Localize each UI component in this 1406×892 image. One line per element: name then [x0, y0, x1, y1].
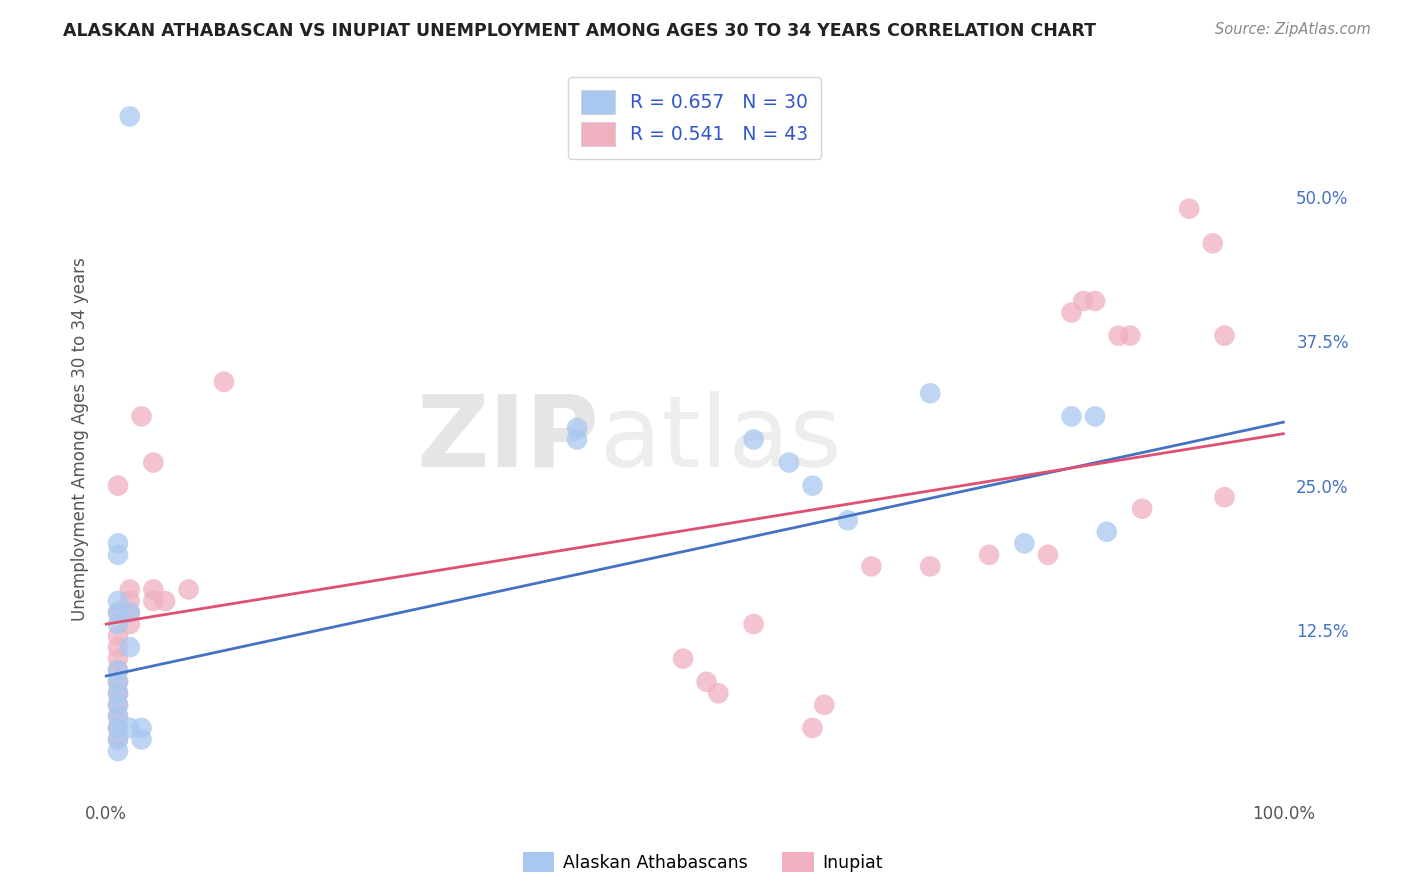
Point — [107, 663, 129, 677]
Point — [565, 421, 588, 435]
Point — [153, 594, 176, 608]
Point — [778, 456, 800, 470]
Legend: R = 0.657   N = 30, R = 0.541   N = 43: R = 0.657 N = 30, R = 0.541 N = 43 — [568, 77, 821, 159]
Point — [118, 582, 141, 597]
Point — [107, 721, 129, 735]
Point — [920, 559, 942, 574]
Point — [107, 732, 129, 747]
Point — [837, 513, 859, 527]
Text: atlas: atlas — [600, 391, 841, 488]
Point — [707, 686, 730, 700]
Point — [118, 606, 141, 620]
Point — [107, 536, 129, 550]
Point — [107, 478, 129, 492]
Point — [565, 433, 588, 447]
Point — [177, 582, 200, 597]
Point — [142, 456, 165, 470]
Point — [977, 548, 1000, 562]
Point — [107, 709, 129, 723]
Point — [107, 606, 129, 620]
Point — [920, 386, 942, 401]
Point — [107, 674, 129, 689]
Point — [142, 594, 165, 608]
Point — [742, 617, 765, 632]
Point — [118, 640, 141, 655]
Text: ZIP: ZIP — [416, 391, 600, 488]
Point — [131, 409, 153, 424]
Point — [1095, 524, 1118, 539]
Point — [107, 640, 129, 655]
Point — [107, 732, 129, 747]
Point — [1014, 536, 1036, 550]
Point — [107, 698, 129, 712]
Text: ALASKAN ATHABASCAN VS INUPIAT UNEMPLOYMENT AMONG AGES 30 TO 34 YEARS CORRELATION: ALASKAN ATHABASCAN VS INUPIAT UNEMPLOYME… — [63, 22, 1097, 40]
Point — [131, 721, 153, 735]
Point — [1202, 236, 1225, 251]
Point — [107, 594, 129, 608]
Point — [1130, 501, 1153, 516]
Point — [1060, 305, 1083, 319]
Point — [813, 698, 835, 712]
Text: Source: ZipAtlas.com: Source: ZipAtlas.com — [1215, 22, 1371, 37]
Point — [860, 559, 883, 574]
Legend: Alaskan Athabascans, Inupiat: Alaskan Athabascans, Inupiat — [516, 845, 890, 879]
Point — [1178, 202, 1201, 216]
Point — [142, 582, 165, 597]
Point — [696, 674, 718, 689]
Point — [107, 674, 129, 689]
Point — [118, 721, 141, 735]
Point — [107, 651, 129, 665]
Point — [1084, 409, 1107, 424]
Point — [672, 651, 695, 665]
Point — [1071, 293, 1094, 308]
Point — [107, 663, 129, 677]
Point — [107, 686, 129, 700]
Point — [118, 617, 141, 632]
Point — [1084, 293, 1107, 308]
Point — [212, 375, 235, 389]
Point — [1213, 328, 1236, 343]
Point — [107, 617, 129, 632]
Point — [801, 721, 824, 735]
Point — [107, 721, 129, 735]
Point — [801, 478, 824, 492]
Point — [118, 110, 141, 124]
Point — [131, 732, 153, 747]
Point — [1060, 409, 1083, 424]
Y-axis label: Unemployment Among Ages 30 to 34 years: Unemployment Among Ages 30 to 34 years — [72, 258, 89, 622]
Point — [107, 548, 129, 562]
Point — [107, 744, 129, 758]
Point — [107, 629, 129, 643]
Point — [107, 606, 129, 620]
Point — [118, 594, 141, 608]
Point — [1108, 328, 1130, 343]
Point — [1036, 548, 1059, 562]
Point — [107, 698, 129, 712]
Point — [742, 433, 765, 447]
Point — [107, 686, 129, 700]
Point — [1119, 328, 1142, 343]
Point — [107, 709, 129, 723]
Point — [118, 606, 141, 620]
Point — [1213, 490, 1236, 504]
